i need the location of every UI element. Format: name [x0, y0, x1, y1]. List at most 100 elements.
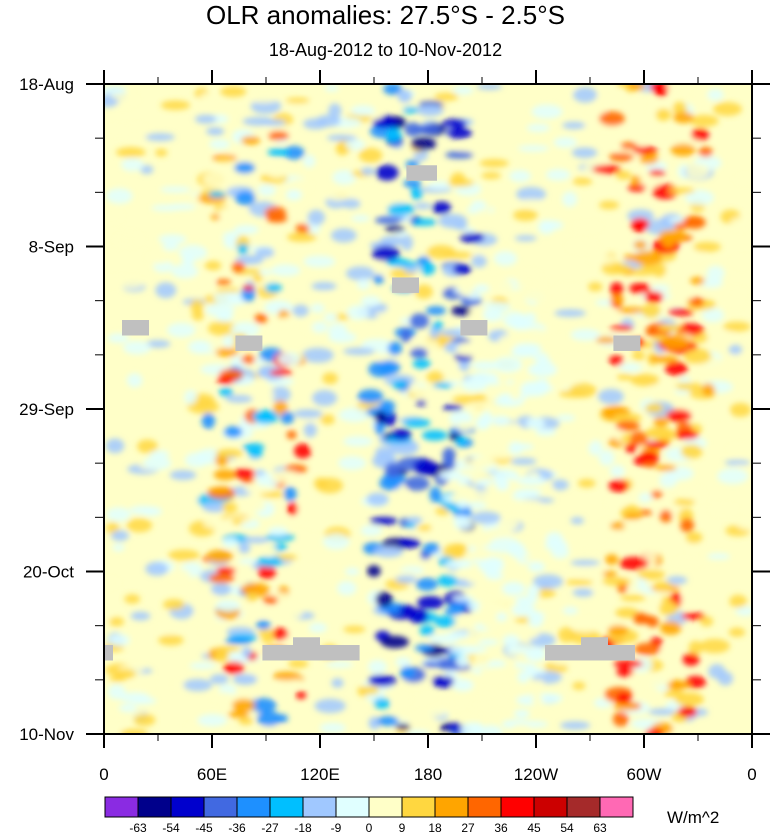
anomaly-cell [507, 431, 524, 440]
anomaly-cell [271, 469, 300, 484]
anomaly-cell [327, 323, 348, 338]
anomaly-cell [242, 284, 255, 291]
anomaly-cell [613, 659, 643, 668]
anomaly-cell [332, 169, 357, 185]
anomaly-cell [406, 516, 423, 524]
anomaly-cell [178, 244, 208, 261]
anomaly-cell [201, 413, 215, 429]
anomaly-cell [645, 728, 664, 734]
anomaly-cell [737, 519, 752, 531]
anomaly-cell [655, 108, 672, 121]
anomaly-cell [410, 186, 423, 200]
anomaly-cell [346, 305, 370, 320]
colorbar-units: W/m^2 [667, 808, 720, 827]
anomaly-cell [219, 387, 233, 397]
anomaly-cell [620, 594, 646, 602]
anomaly-cell [601, 577, 632, 586]
anomaly-cell [262, 390, 275, 400]
anomaly-cell [104, 721, 124, 732]
anomaly-cell [312, 321, 328, 333]
anomaly-cell [253, 388, 265, 398]
anomaly-cell [510, 457, 537, 466]
anomaly-cell [322, 533, 350, 550]
anomaly-cell [158, 634, 184, 646]
anomaly-cell [118, 276, 145, 289]
colorbar-label: 18 [428, 821, 442, 834]
anomaly-cell [311, 442, 339, 450]
anomaly-cell [155, 282, 177, 299]
anomaly-cell [230, 321, 260, 338]
anomaly-cell [268, 526, 288, 536]
anomaly-cell [707, 335, 733, 345]
anomaly-cell [482, 307, 503, 322]
anomaly-cell [286, 430, 297, 440]
colorbar-swatch [269, 796, 304, 818]
anomaly-cell [251, 411, 274, 422]
anomaly-cell [279, 316, 294, 325]
anomaly-cell [724, 459, 751, 466]
anomaly-cell [434, 92, 459, 101]
missing-data-bar [122, 320, 149, 336]
anomaly-cell [639, 152, 659, 165]
anomaly-cell [535, 483, 554, 493]
anomaly-cell [535, 299, 556, 309]
anomaly-cell [331, 678, 344, 688]
anomaly-cell [474, 284, 490, 293]
anomaly-cell [216, 375, 236, 385]
anomaly-cell [338, 407, 370, 423]
anomaly-cell [162, 436, 193, 453]
anomaly-cell [685, 675, 707, 689]
anomaly-cell [458, 280, 474, 297]
anomaly-cell [496, 480, 509, 491]
anomaly-cell [706, 265, 725, 281]
anomaly-cell [438, 213, 468, 229]
anomaly-cell [685, 531, 703, 544]
anomaly-cell [107, 684, 126, 700]
anomaly-cell [295, 223, 310, 235]
anomaly-cell [567, 240, 598, 252]
anomaly-cell [225, 394, 253, 403]
anomaly-cell [612, 711, 629, 727]
anomaly-cell [675, 430, 699, 440]
anomaly-cell [471, 200, 487, 211]
anomaly-cell [668, 187, 695, 194]
anomaly-cell [577, 430, 595, 446]
anomaly-cell [562, 191, 578, 207]
anomaly-cell [632, 250, 663, 266]
anomaly-cell [310, 303, 325, 313]
anomaly-cell [293, 443, 312, 459]
anomaly-cell [497, 334, 523, 350]
anomaly-cell [591, 583, 605, 596]
colorbar-swatch [368, 796, 403, 818]
anomaly-cell [596, 92, 622, 103]
anomaly-cell [409, 313, 430, 329]
anomaly-cell [613, 702, 638, 711]
anomaly-cell [214, 649, 230, 662]
anomaly-cell [345, 185, 360, 193]
anomaly-cell [622, 521, 646, 531]
anomaly-cell [493, 356, 523, 373]
anomaly-cell [656, 464, 677, 472]
anomaly-cell [415, 577, 438, 591]
anomaly-cell [693, 241, 721, 252]
anomaly-cell [105, 438, 125, 454]
anomaly-cell [445, 559, 473, 569]
anomaly-cell [379, 235, 405, 247]
anomaly-cell [699, 277, 723, 289]
anomaly-cell [700, 286, 723, 297]
anomaly-cell [506, 321, 536, 329]
missing-data-bar [235, 335, 263, 351]
anomaly-cell [277, 352, 302, 366]
anomaly-cell [434, 615, 456, 628]
anomaly-cell [625, 442, 637, 453]
anomaly-cell [283, 486, 297, 502]
anomaly-cell [454, 670, 477, 678]
anomaly-cell [303, 422, 317, 438]
anomaly-cell [343, 436, 373, 447]
anomaly-cell [189, 662, 216, 670]
anomaly-cell [378, 400, 396, 413]
anomaly-cell [140, 165, 154, 175]
anomaly-cell [400, 234, 414, 251]
anomaly-cell [670, 143, 696, 157]
colorbar-label: -36 [228, 821, 246, 834]
